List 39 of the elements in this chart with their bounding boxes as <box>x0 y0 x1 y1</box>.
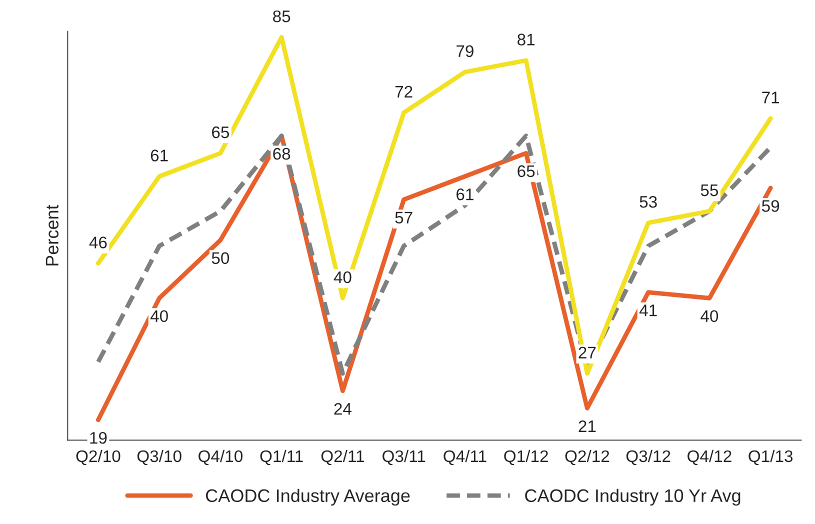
data-label: 65 <box>212 126 230 138</box>
x-tick-label: Q1/13 <box>748 450 793 466</box>
x-tick-label: Q2/10 <box>76 450 120 466</box>
data-label: 57 <box>395 212 412 224</box>
data-label: 46 <box>89 236 107 248</box>
x-tick-label: Q3/11 <box>382 450 426 466</box>
legend-label: CAODC Industry Average <box>206 488 410 506</box>
legend-label: CAODC Industry 10 Yr Avg <box>525 488 740 506</box>
data-label: 24 <box>334 403 352 415</box>
x-tick-label: Q4/12 <box>688 450 732 466</box>
data-label: 68 <box>273 148 290 160</box>
data-label: 65 <box>518 165 535 178</box>
data-label: 21 <box>578 420 596 432</box>
data-label: 72 <box>395 86 412 98</box>
x-tick-label: Q1/12 <box>504 450 548 466</box>
x-tick-label: Q2/11 <box>321 450 364 466</box>
data-label: 59 <box>762 200 780 212</box>
data-label: 85 <box>273 10 290 22</box>
data-label: 27 <box>578 346 596 358</box>
x-tick-label: Q1/11 <box>260 450 303 466</box>
data-label: 41 <box>639 304 657 316</box>
x-tick-label: Q3/12 <box>626 450 670 466</box>
data-label: 40 <box>700 310 718 322</box>
data-label: 19 <box>90 432 107 444</box>
data-label: 50 <box>212 252 230 264</box>
x-tick-label: Q4/11 <box>444 450 486 466</box>
data-label: 40 <box>334 271 352 284</box>
x-tick-label: Q2/12 <box>565 450 610 466</box>
data-label: 53 <box>640 196 657 208</box>
data-label: 61 <box>456 188 474 200</box>
y-axis-title: Percent <box>46 204 59 266</box>
data-label: 55 <box>700 184 718 196</box>
data-label: 61 <box>150 150 168 162</box>
data-label: 71 <box>762 92 780 104</box>
data-label: 40 <box>150 310 168 322</box>
data-label: 81 <box>518 34 535 46</box>
x-tick-label: Q4/10 <box>198 450 243 466</box>
data-label: 79 <box>456 45 474 58</box>
x-tick-label: Q3/10 <box>137 450 182 466</box>
